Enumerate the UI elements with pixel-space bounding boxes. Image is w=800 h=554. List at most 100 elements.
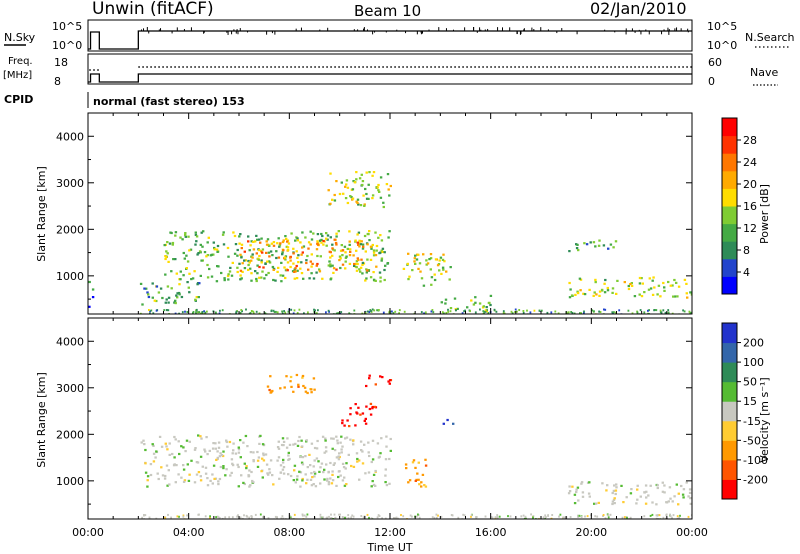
data-cell	[374, 254, 378, 257]
data-cell	[403, 310, 406, 313]
data-cell	[295, 373, 299, 377]
data-cell	[604, 517, 607, 519]
colorbar-tick-label: -100	[743, 454, 768, 467]
data-cell	[209, 516, 211, 519]
data-cell	[268, 255, 271, 258]
data-cell	[609, 243, 613, 246]
data-cell	[337, 455, 340, 458]
data-cell	[262, 459, 266, 462]
data-cell	[446, 418, 449, 422]
data-cell	[331, 247, 334, 250]
data-cell	[184, 234, 187, 237]
data-cell	[191, 277, 195, 280]
data-cell	[689, 291, 692, 294]
data-cell	[359, 266, 363, 269]
y-tick-label: 2000	[56, 428, 84, 441]
data-cell	[197, 252, 200, 255]
data-cell	[300, 253, 303, 256]
data-cell	[290, 385, 293, 388]
data-cell	[143, 287, 146, 290]
data-cell	[669, 497, 672, 500]
data-cell	[571, 485, 574, 488]
data-cell	[356, 198, 360, 201]
data-cell	[241, 310, 243, 313]
data-cell	[383, 268, 386, 272]
data-cell	[269, 375, 272, 378]
data-cell	[293, 270, 296, 273]
data-cell	[417, 478, 420, 481]
data-cell	[581, 491, 585, 494]
data-cell	[639, 495, 642, 498]
data-cell	[270, 242, 274, 245]
data-cell	[173, 456, 176, 459]
data-cell	[677, 492, 680, 495]
data-cell	[297, 261, 300, 264]
velocity-frame	[87, 317, 693, 520]
colorbar-swatch	[722, 153, 737, 172]
data-cell	[645, 496, 648, 499]
data-cell	[636, 488, 639, 491]
data-cell	[201, 259, 204, 262]
data-cell	[259, 513, 262, 516]
data-cell	[195, 311, 197, 314]
data-cell	[377, 183, 380, 187]
data-cell	[188, 249, 191, 252]
data-cell	[445, 270, 448, 273]
data-cell	[415, 258, 419, 261]
data-cell	[306, 254, 309, 258]
data-cell	[296, 237, 299, 240]
data-cell	[356, 262, 359, 266]
data-cell	[242, 441, 245, 444]
data-cell	[248, 469, 251, 472]
data-cell	[347, 514, 350, 517]
data-cell	[355, 411, 358, 414]
data-cell	[351, 514, 354, 517]
data-cell	[307, 311, 309, 314]
data-cell	[258, 265, 261, 269]
data-cell	[334, 241, 338, 245]
data-cell	[329, 256, 332, 259]
data-cell	[525, 517, 527, 519]
data-cell	[649, 484, 652, 487]
data-cell	[316, 254, 319, 258]
data-cell	[258, 254, 261, 258]
data-cell	[250, 255, 253, 258]
data-cell	[352, 254, 355, 257]
data-cell	[178, 312, 180, 314]
data-cell	[419, 270, 422, 273]
data-cell	[200, 259, 203, 262]
data-cell	[378, 252, 381, 255]
data-cell	[282, 458, 285, 461]
data-cell	[232, 231, 235, 234]
data-cell	[365, 405, 368, 408]
data-cell	[320, 232, 323, 236]
data-cell	[177, 473, 180, 476]
data-cell	[424, 311, 427, 314]
data-cell	[663, 286, 666, 289]
data-cell	[261, 476, 264, 479]
data-cell	[144, 462, 147, 465]
data-cell	[287, 451, 290, 454]
data-cell	[364, 250, 367, 253]
data-cell	[303, 514, 306, 517]
data-cell	[254, 513, 257, 516]
data-cell	[607, 247, 610, 250]
data-cell	[687, 515, 690, 518]
data-cell	[443, 260, 446, 263]
data-cell	[356, 257, 359, 260]
data-cell	[334, 516, 337, 519]
data-cell	[168, 483, 171, 486]
data-cell	[475, 516, 477, 519]
data-cell	[180, 445, 183, 448]
data-cell	[376, 516, 379, 519]
data-cell	[320, 241, 323, 244]
data-cell	[249, 484, 252, 487]
data-cell	[304, 390, 308, 393]
data-cell	[469, 310, 471, 313]
data-cell	[231, 462, 234, 465]
data-cell	[364, 472, 367, 475]
data-cell	[296, 256, 299, 259]
data-cell	[371, 458, 375, 461]
data-cell	[239, 233, 242, 236]
data-cell	[215, 248, 219, 251]
